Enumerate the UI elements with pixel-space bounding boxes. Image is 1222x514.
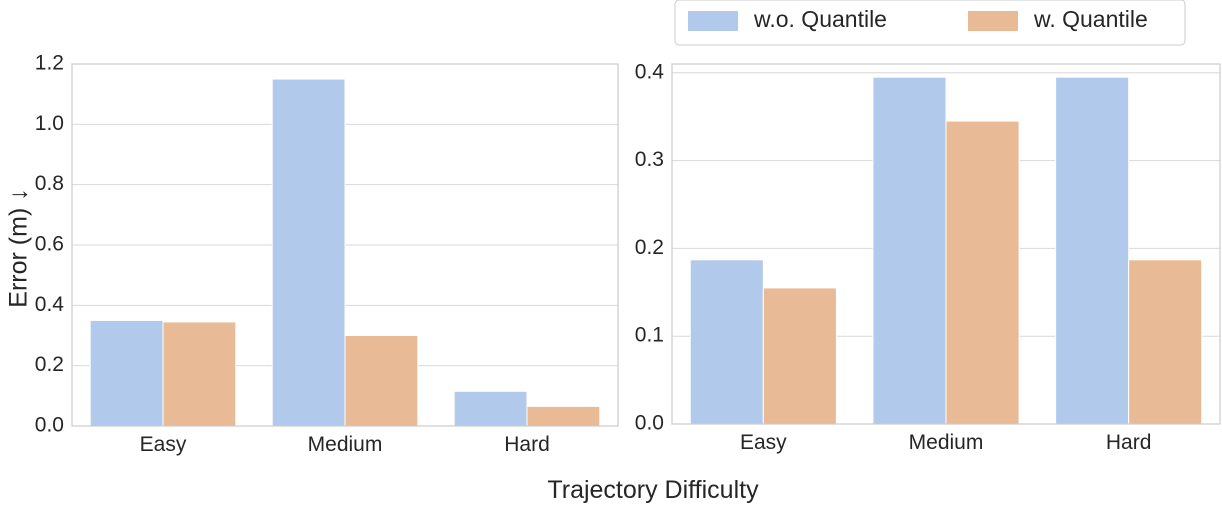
y-tick-label: 1.2 [35, 52, 64, 75]
y-tick-label: 0.8 [35, 172, 64, 195]
y-tick-label: 0.0 [635, 412, 664, 435]
legend: w.o. Quantile w. Quantile [674, 0, 1186, 46]
x-tick-label: Hard [504, 433, 550, 456]
legend-swatch-series-2 [968, 11, 1018, 31]
x-tick-label: Medium [909, 431, 984, 454]
axes-frame [71, 63, 619, 427]
bar [89, 319, 164, 427]
x-tick-label: Easy [740, 431, 787, 454]
y-axis-title: Error (m) ↓ [5, 188, 33, 307]
axes-frame [671, 63, 1221, 425]
bar [271, 78, 346, 427]
y-tick-label: 0.3 [635, 148, 664, 171]
y-tick-label: 0.4 [35, 293, 65, 316]
bar [945, 120, 1020, 425]
bar [1055, 76, 1130, 425]
bar [872, 76, 947, 425]
y-tick-label: 0.2 [35, 353, 64, 376]
legend-swatch-series-1 [688, 11, 738, 31]
bar [1128, 259, 1203, 425]
bar [453, 390, 528, 427]
y-tick-label: 0.4 [635, 60, 665, 83]
legend-label-series-2: w. Quantile [1033, 6, 1148, 32]
legend-label-series-1: w.o. Quantile [753, 6, 887, 32]
right-chart-panel: 0.0 0.1 0.2 0.3 0.4 Easy Medium Hard [635, 60, 1221, 454]
y-tick-label: 0.0 [35, 414, 64, 437]
bar [344, 335, 419, 427]
y-tick-label: 0.2 [635, 236, 664, 259]
legend-frame [674, 0, 1186, 46]
y-tick-label: 1.0 [35, 112, 64, 135]
y-tick-label: 0.6 [35, 233, 64, 256]
x-tick-label: Easy [140, 433, 187, 456]
x-tick-label: Hard [1106, 431, 1152, 454]
left-chart-panel: 0.0 0.2 0.4 0.6 0.8 1.0 1.2 Easy Medium Hard [35, 52, 619, 456]
bar [526, 405, 601, 427]
bar [162, 321, 237, 427]
x-axis-title: Trajectory Difficulty [547, 476, 759, 504]
x-tick-label: Medium [308, 433, 383, 456]
bar [762, 287, 837, 425]
bar [689, 259, 764, 425]
y-tick-label: 0.1 [635, 324, 664, 347]
